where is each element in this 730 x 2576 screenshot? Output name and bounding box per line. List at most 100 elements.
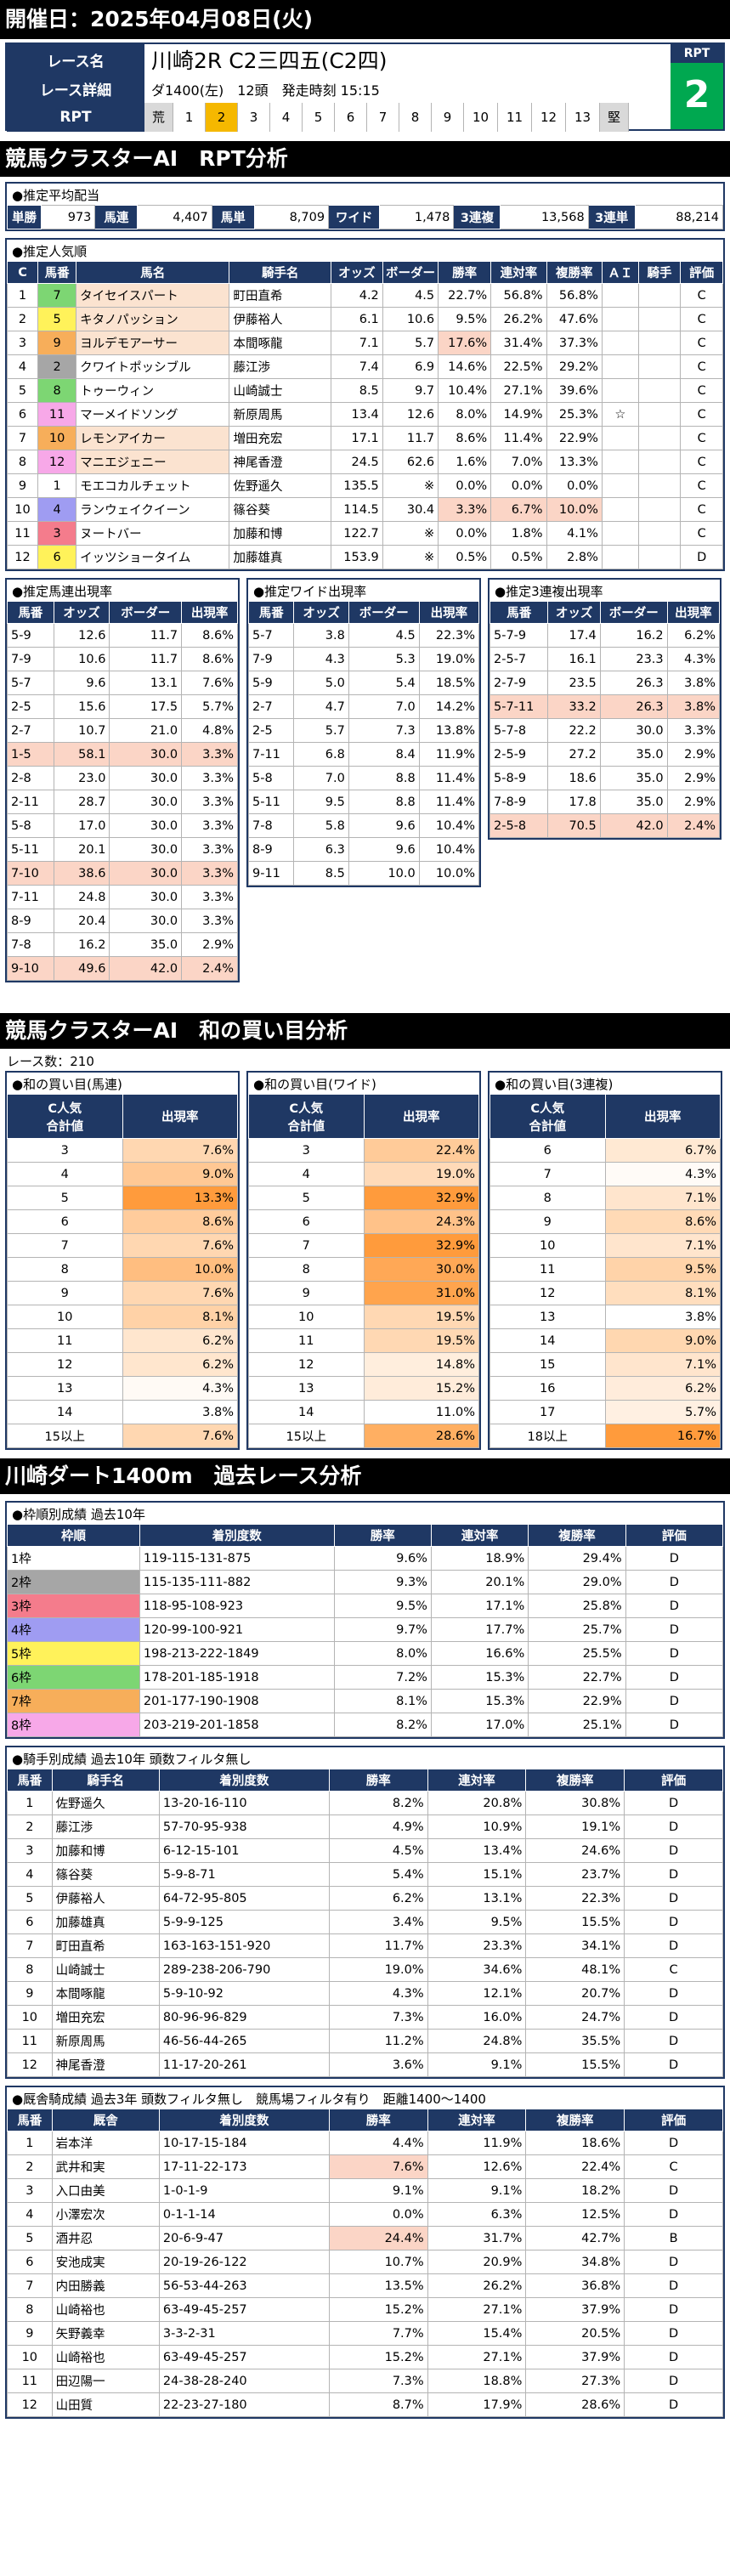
jockey-cell: 2: [7, 1815, 53, 1839]
popularity-cell: [637, 426, 682, 450]
wide-cell: 9.6: [348, 837, 420, 862]
waku-cell: 29.0%: [528, 1570, 626, 1594]
jockey-cell: 16.0%: [427, 2005, 527, 2030]
waku-col-header: 枠順: [7, 1524, 140, 1547]
waku-col-header: 複勝率: [528, 1524, 626, 1547]
jockey-cell: 35.5%: [525, 2029, 625, 2053]
wa-row: 11 6.2%: [7, 1328, 238, 1353]
jockey-cell: 新原周馬: [51, 2029, 160, 2053]
waku-cell: 2枠: [7, 1570, 140, 1594]
jockey-cell: 24.7%: [525, 2005, 625, 2030]
wide-row: 7-11 6.8 8.4 11.9%: [247, 742, 480, 767]
owner-cell: 63-49-45-257: [158, 2345, 330, 2369]
umaren-cell: 4.8%: [181, 718, 238, 743]
umaren-title: ●推定馬連出現率: [12, 584, 113, 599]
wide-cell: 5.0: [293, 671, 349, 695]
jockey-cell: 20.7%: [525, 1981, 625, 2006]
avg-payout-type: 単勝: [7, 205, 42, 229]
jockey-row: 12 神尾香澄 11-17-20-261 3.6% 9.1% 15.5% D: [7, 2052, 723, 2077]
popularity-cell: 8: [37, 378, 77, 403]
wa-row: 14 9.0%: [489, 1328, 721, 1353]
owner-cell: 17.9%: [427, 2392, 527, 2417]
popularity-row: 5 8 トゥーウィン 山崎誠士 8.5 9.7 10.4% 27.1% 39.6% C: [6, 378, 723, 403]
wa-row: 13 4.3%: [7, 1376, 238, 1401]
jockey-cell: 46-56-44-265: [158, 2029, 330, 2053]
wide-col-header: 出現率: [418, 601, 480, 624]
trio-cell: 70.5: [547, 813, 601, 838]
popularity-cell: 佐野遥久: [229, 473, 331, 498]
trio-cell: 2-5-9: [489, 742, 549, 767]
owner-col-header: 着別度数: [158, 2109, 330, 2132]
wa-cell: 8.1%: [122, 1305, 238, 1329]
owner-cell: 10.7%: [328, 2250, 428, 2274]
umaren-row: 9-10 49.6 42.0 2.4%: [7, 956, 238, 981]
jockey-cell: 6.2%: [328, 1886, 428, 1911]
popularity-cell: 6.9: [382, 354, 439, 379]
jockey-cell: 8: [7, 1957, 53, 1982]
popularity-col-header: オッズ: [330, 261, 383, 284]
popularity-cell: 14.9%: [490, 402, 547, 427]
owner-cell: D: [624, 2202, 723, 2227]
umaren-cell: 11.7: [109, 623, 183, 648]
umaren-row: 2-8 23.0 30.0 3.3%: [7, 766, 238, 790]
jockey-row: 11 新原周馬 46-56-44-265 11.2% 24.8% 35.5% D: [7, 2029, 723, 2053]
wide-cell: 8.8: [348, 766, 420, 790]
waku-cell: 115-135-111-882: [139, 1570, 335, 1594]
umaren-cell: 16.2: [53, 932, 110, 957]
owner-cell: 4: [7, 2202, 53, 2227]
owner-row: 4 小澤宏次 0-1-1-14 0.0% 6.3% 12.5% D: [7, 2202, 723, 2227]
jockey-cell: 4.3%: [328, 1981, 428, 2006]
owner-title: ●厩舎騎成績 過去3年 頭数フィルタ無し 競馬場フィルタ有り 距離1400～14…: [12, 2092, 486, 2107]
wa-row: 13 15.2%: [248, 1376, 479, 1401]
trio-cell: 2-5-8: [489, 813, 549, 838]
owner-col-header: 厩舎: [51, 2109, 160, 2132]
wa-row: 8 7.1%: [489, 1186, 721, 1210]
race-name-label: レース名: [7, 44, 144, 75]
popularity-cell: 56.8%: [546, 283, 603, 308]
owner-row: 9 矢野義幸 3-3-2-31 7.7% 15.4% 20.5% D: [7, 2321, 723, 2346]
wide-header-row: 馬番 オッズ ボーダー 出現率: [247, 601, 480, 624]
umaren-cell: 5.7%: [181, 694, 238, 719]
umaren-cell: 9.6: [53, 671, 110, 695]
popularity-cell: 8.0%: [438, 402, 492, 427]
owner-cell: 17-11-22-173: [158, 2154, 330, 2179]
trio-row: 5-7-11 33.2 26.3 3.8%: [489, 694, 721, 719]
popularity-row: 8 12 マニエジェニー 神尾香澄 24.5 62.6 1.6% 7.0% 13.3% C: [6, 450, 723, 474]
waku-table: 枠順 着別度数 勝率 連対率 複勝率 評価 1枠 119-115-131-875 9.6% 18.…: [7, 1524, 724, 1737]
umaren-cell: 5-9: [7, 623, 54, 648]
popularity-cell: 5: [6, 378, 39, 403]
wa-cell: 6: [7, 1209, 123, 1234]
owner-table: 馬番 厩舎 着別度数 勝率 連対率 複勝率 評価 1 岩本洋 10-17-15-184 4.4% 11…: [7, 2109, 723, 2417]
owner-cell: 7.3%: [328, 2369, 428, 2393]
wide-cell: 10.0: [348, 861, 420, 886]
trio-row: 7-8-9 17.8 35.0 2.9%: [489, 790, 721, 814]
wa-cell: 17: [489, 1400, 606, 1424]
popularity-cell: 62.6: [382, 450, 439, 474]
waku-cell: 25.5%: [528, 1641, 626, 1666]
wide-row: 7-9 4.3 5.3 19.0%: [247, 647, 480, 671]
jockey-cell: D: [624, 1933, 723, 1958]
jockey-cell: 9: [7, 1981, 53, 2006]
jockey-cell: 15.5%: [525, 2052, 625, 2077]
trio-row: 2-7-9 23.5 26.3 3.8%: [489, 671, 721, 695]
umaren-cell: 15.6: [53, 694, 110, 719]
jockey-cell: 4.9%: [328, 1815, 428, 1839]
jockey-cell: 3.4%: [328, 1910, 428, 1934]
umaren-cell: 30.0: [109, 742, 183, 767]
popularity-cell: 6: [37, 545, 77, 569]
waku-cell: 8.2%: [333, 1713, 432, 1737]
popularity-cell: トゥーウィン: [76, 378, 230, 403]
popularity-cell: 29.2%: [546, 354, 603, 379]
popularity-row: 2 5 キタノパッション 伊藤裕人 6.1 10.6 9.5% 26.2% 47.6% C: [6, 307, 723, 331]
jockey-cell: 24.8%: [427, 2029, 527, 2053]
umaren-row: 7-9 10.6 11.7 8.6%: [7, 647, 238, 671]
jockey-cell: 12: [7, 2052, 53, 2077]
waku-row: 7枠 201-177-190-1908 8.1% 15.3% 22.9% D: [7, 1689, 724, 1713]
rpt-scale-cell: 堅: [600, 103, 629, 132]
waku-cell: D: [625, 1641, 724, 1666]
popularity-cell: 37.3%: [546, 331, 603, 355]
trio-cell: 3.3%: [666, 718, 721, 743]
waku-row: 6枠 178-201-185-1918 7.2% 15.3% 22.7% D: [7, 1665, 724, 1690]
jockey-cell: 9.1%: [427, 2052, 527, 2077]
wa-cell: 14: [489, 1328, 606, 1353]
